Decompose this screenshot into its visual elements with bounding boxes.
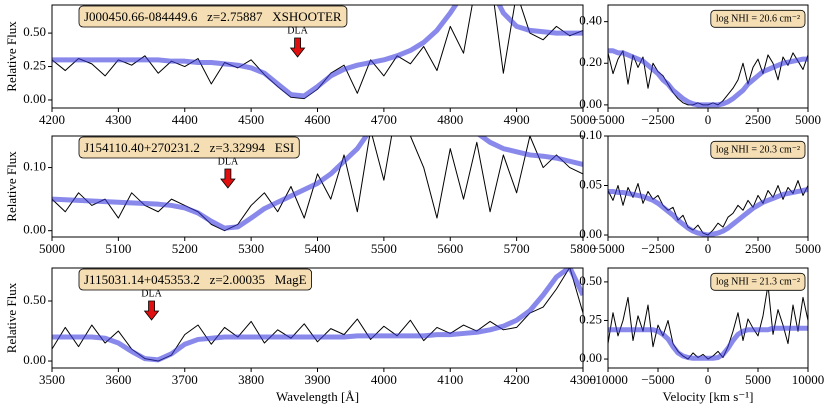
x-tick-label: 5700 xyxy=(504,241,530,256)
x-tick-label: −5000 xyxy=(591,112,624,127)
x-tick-label: 0 xyxy=(705,241,712,256)
dla-arrow xyxy=(220,168,236,189)
x-tick-label: 4500 xyxy=(238,112,264,127)
info-text: log NHI = 20.6 cm⁻² xyxy=(716,13,800,24)
y-tick-label: 0.05 xyxy=(579,176,602,191)
info-text: J154110.40+270231.2 z=3.32994 ESI xyxy=(84,140,294,155)
x-tick-label: −5000 xyxy=(641,372,674,387)
x-tick-label: 5200 xyxy=(172,241,198,256)
info-box xyxy=(78,136,300,159)
y-tick-label: 0.20 xyxy=(579,54,602,69)
x-tick-label: 3900 xyxy=(305,372,331,387)
dla-arrow xyxy=(289,37,306,58)
y-tick-label: 0.50 xyxy=(579,273,602,288)
y-tick-label: 0.00 xyxy=(579,96,602,111)
y-axis-label: Relative Flux xyxy=(4,282,19,353)
model-line xyxy=(52,136,583,231)
x-tick-label: 3500 xyxy=(39,372,65,387)
x-axis-label: Velocity [km s⁻¹] xyxy=(663,389,754,404)
x-tick-label: −2500 xyxy=(641,241,674,256)
x-tick-label: 4300 xyxy=(570,372,596,387)
x-tick-label: 5600 xyxy=(437,241,463,256)
dla-label: DLA xyxy=(141,288,162,299)
y-tick-label: 0.00 xyxy=(23,222,46,237)
y-tick-label: 0.10 xyxy=(23,159,46,174)
model-line xyxy=(608,48,808,108)
x-tick-label: 4300 xyxy=(105,112,131,127)
x-tick-label: 3700 xyxy=(172,372,198,387)
x-tick-label: 5100 xyxy=(105,241,131,256)
x-tick-label: 2500 xyxy=(745,241,771,256)
x-axis-label: Wavelength [Å] xyxy=(276,389,359,404)
info-box xyxy=(78,5,348,28)
x-tick-label: 4400 xyxy=(172,112,198,127)
x-tick-label: −5000 xyxy=(591,241,624,256)
x-tick-label: 4200 xyxy=(39,112,65,127)
model-line xyxy=(52,5,583,99)
info-box xyxy=(710,140,806,159)
info-text: log NHI = 20.3 cm⁻² xyxy=(716,144,800,155)
x-tick-label: 5400 xyxy=(305,241,331,256)
flux-line xyxy=(608,180,808,236)
info-box xyxy=(710,9,806,28)
x-tick-label: 4800 xyxy=(437,112,463,127)
model-line xyxy=(608,325,808,361)
x-tick-label: 3800 xyxy=(238,372,264,387)
x-tick-label: 5800 xyxy=(570,241,596,256)
model-line xyxy=(608,187,808,237)
x-tick-label: 0 xyxy=(705,112,712,127)
flux-line xyxy=(608,284,808,360)
x-tick-label: −10000 xyxy=(588,372,628,387)
info-text: log NHI = 21.3 cm⁻² xyxy=(716,276,800,287)
info-box xyxy=(710,272,806,291)
y-tick-label: 0.50 xyxy=(23,292,46,307)
model-line xyxy=(52,268,583,363)
x-tick-label: 5500 xyxy=(371,241,397,256)
x-tick-label: 5300 xyxy=(238,241,264,256)
x-tick-label: 3600 xyxy=(105,372,131,387)
info-text: J000450.66-084449.6 z=2.75887 XSHOOTER xyxy=(84,9,342,24)
y-tick-label: 0.00 xyxy=(23,91,46,106)
y-tick-label: 0.00 xyxy=(23,352,46,367)
y-tick-label: 0.40 xyxy=(579,13,602,28)
x-tick-label: 4600 xyxy=(305,112,331,127)
x-tick-label: 10000 xyxy=(792,372,825,387)
y-tick-label: 0.25 xyxy=(23,58,46,73)
x-tick-label: 4100 xyxy=(437,372,463,387)
y-axis-label: Relative Flux xyxy=(4,21,19,92)
x-tick-label: 4700 xyxy=(371,112,397,127)
x-tick-label: 5000 xyxy=(745,372,771,387)
y-axis-label: Relative Flux xyxy=(4,151,19,222)
x-tick-label: 0 xyxy=(705,372,712,387)
x-tick-label: 5000 xyxy=(39,241,65,256)
y-tick-label: 0.25 xyxy=(579,311,602,326)
x-tick-label: 4000 xyxy=(371,372,397,387)
info-text: J115031.14+045353.2 z=2.00035 MagE xyxy=(84,272,307,287)
x-tick-label: 4200 xyxy=(504,372,530,387)
x-tick-label: −2500 xyxy=(641,112,674,127)
info-box xyxy=(78,268,312,291)
x-tick-label: 2500 xyxy=(745,112,771,127)
x-tick-label: 5000 xyxy=(570,112,596,127)
y-tick-label: 0.50 xyxy=(23,24,46,39)
x-tick-label: 4900 xyxy=(504,112,530,127)
y-tick-label: 0.10 xyxy=(579,127,602,142)
y-tick-label: 0.00 xyxy=(579,350,602,365)
x-tick-label: 5000 xyxy=(795,112,821,127)
dla-arrow xyxy=(143,300,160,321)
dla-label: DLA xyxy=(218,156,239,167)
y-tick-label: 0.00 xyxy=(579,226,602,241)
dla-label: DLA xyxy=(287,25,308,36)
x-tick-label: 5000 xyxy=(795,241,821,256)
